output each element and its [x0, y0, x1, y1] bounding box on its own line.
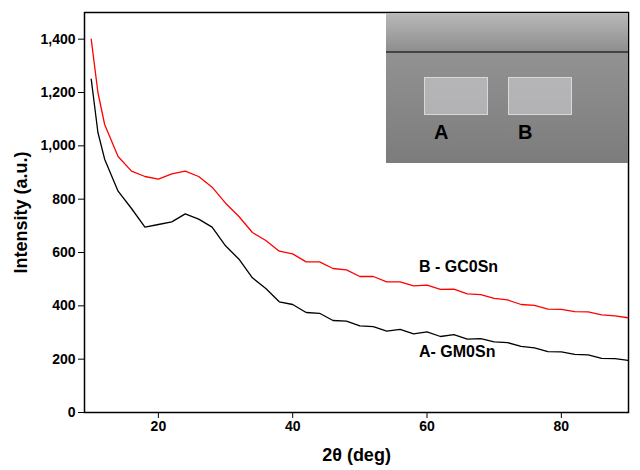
svg-text:800: 800 [52, 191, 76, 207]
svg-text:2θ (deg): 2θ (deg) [322, 445, 391, 465]
svg-text:200: 200 [52, 351, 76, 367]
svg-text:1,000: 1,000 [40, 137, 75, 153]
svg-text:1,400: 1,400 [40, 31, 75, 47]
svg-text:B - GC0Sn: B - GC0Sn [419, 258, 498, 275]
svg-text:400: 400 [52, 297, 76, 313]
html-text:B: B [518, 121, 533, 143]
html-text:A: A [434, 121, 449, 143]
svg-text:600: 600 [52, 244, 76, 260]
svg-text:40: 40 [285, 418, 301, 434]
svg-text:60: 60 [419, 418, 435, 434]
svg-text:Intensity (a.u.): Intensity (a.u.) [11, 151, 31, 273]
svg-text:20: 20 [151, 418, 167, 434]
svg-text:0: 0 [68, 404, 76, 420]
svg-text:80: 80 [554, 418, 570, 434]
svg-text:A- GM0Sn: A- GM0Sn [419, 343, 495, 360]
svg-text:1,200: 1,200 [40, 84, 75, 100]
